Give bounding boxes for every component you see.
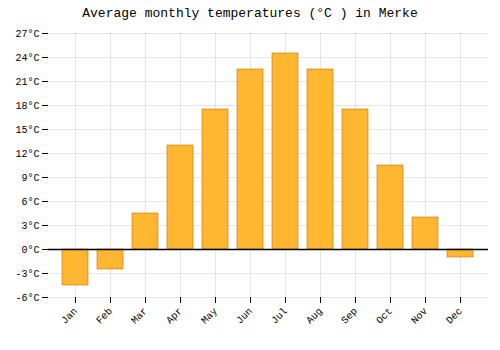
svg-text:Jan: Jan <box>59 306 80 327</box>
svg-text:9°C: 9°C <box>21 173 39 184</box>
svg-text:6°C: 6°C <box>21 197 39 208</box>
svg-text:0°C: 0°C <box>21 245 39 256</box>
svg-text:Dec: Dec <box>444 306 465 327</box>
svg-text:3°C: 3°C <box>21 221 39 232</box>
svg-text:Jun: Jun <box>234 306 255 327</box>
svg-text:-3°C: -3°C <box>15 269 39 280</box>
svg-text:Nov: Nov <box>409 306 430 327</box>
svg-text:Sep: Sep <box>339 306 360 327</box>
svg-text:27°C: 27°C <box>15 29 39 40</box>
svg-text:Mar: Mar <box>129 306 150 327</box>
svg-text:Oct: Oct <box>374 306 395 327</box>
svg-text:24°C: 24°C <box>15 53 39 64</box>
svg-text:-6°C: -6°C <box>15 293 39 304</box>
svg-text:12°C: 12°C <box>15 149 39 160</box>
svg-text:21°C: 21°C <box>15 77 39 88</box>
svg-text:Aug: Aug <box>304 306 325 327</box>
html-text:Average monthly temperatures (: Average monthly temperatures (°C ) in Me… <box>82 6 418 21</box>
svg-text:Jul: Jul <box>269 306 290 327</box>
svg-text:Apr: Apr <box>164 306 185 327</box>
svg-text:15°C: 15°C <box>15 125 39 136</box>
svg-text:18°C: 18°C <box>15 101 39 112</box>
svg-text:May: May <box>199 306 220 327</box>
svg-text:Feb: Feb <box>94 306 115 327</box>
